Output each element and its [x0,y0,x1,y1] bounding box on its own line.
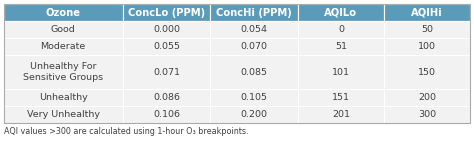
Bar [384,38,470,55]
Bar [123,4,210,21]
Bar [298,106,384,123]
Text: 0.071: 0.071 [153,68,180,77]
Bar [4,4,123,21]
Text: 0.070: 0.070 [240,42,267,51]
Text: 300: 300 [418,110,436,119]
Bar [210,38,298,55]
Text: 0.055: 0.055 [153,42,180,51]
Text: Very Unhealthy: Very Unhealthy [27,110,100,119]
Text: AQIHi: AQIHi [411,8,443,18]
Text: 0: 0 [338,25,344,34]
Bar [123,38,210,55]
Text: 0.054: 0.054 [240,25,267,34]
Text: Unhealthy For
Sensitive Groups: Unhealthy For Sensitive Groups [23,62,103,82]
Bar [123,89,210,106]
Bar [123,55,210,89]
Text: Moderate: Moderate [41,42,86,51]
Text: 51: 51 [335,42,347,51]
Text: Unhealthy: Unhealthy [39,93,88,102]
Text: 0.000: 0.000 [153,25,180,34]
Bar [298,38,384,55]
Text: 200: 200 [418,93,436,102]
Bar [384,106,470,123]
Bar [4,38,123,55]
Text: 50: 50 [421,25,433,34]
Bar [210,4,298,21]
Text: 151: 151 [332,93,350,102]
Bar [123,106,210,123]
Text: 150: 150 [418,68,436,77]
Text: 201: 201 [332,110,350,119]
Text: AQI values >300 are calculated using 1-hour O₃ breakpoints.: AQI values >300 are calculated using 1-h… [4,127,248,136]
Bar [4,55,123,89]
Text: 100: 100 [418,42,436,51]
Text: 0.200: 0.200 [240,110,267,119]
Text: 101: 101 [332,68,350,77]
Bar [210,55,298,89]
Bar [384,89,470,106]
Bar [384,21,470,38]
Text: 0.105: 0.105 [240,93,267,102]
Text: 0.085: 0.085 [240,68,267,77]
Text: 0.106: 0.106 [153,110,180,119]
Bar [298,4,384,21]
Bar [298,21,384,38]
Text: ConcLo (PPM): ConcLo (PPM) [128,8,205,18]
Bar [210,106,298,123]
Bar [298,89,384,106]
Text: 0.086: 0.086 [153,93,180,102]
Bar [384,4,470,21]
Bar [384,55,470,89]
Bar [298,55,384,89]
Bar [123,21,210,38]
Text: Ozone: Ozone [46,8,81,18]
Bar [4,89,123,106]
Bar [4,4,470,123]
Text: Good: Good [51,25,75,34]
Bar [210,21,298,38]
Bar [4,21,123,38]
Bar [210,89,298,106]
Text: AQILo: AQILo [324,8,357,18]
Text: ConcHi (PPM): ConcHi (PPM) [216,8,292,18]
Bar [4,106,123,123]
